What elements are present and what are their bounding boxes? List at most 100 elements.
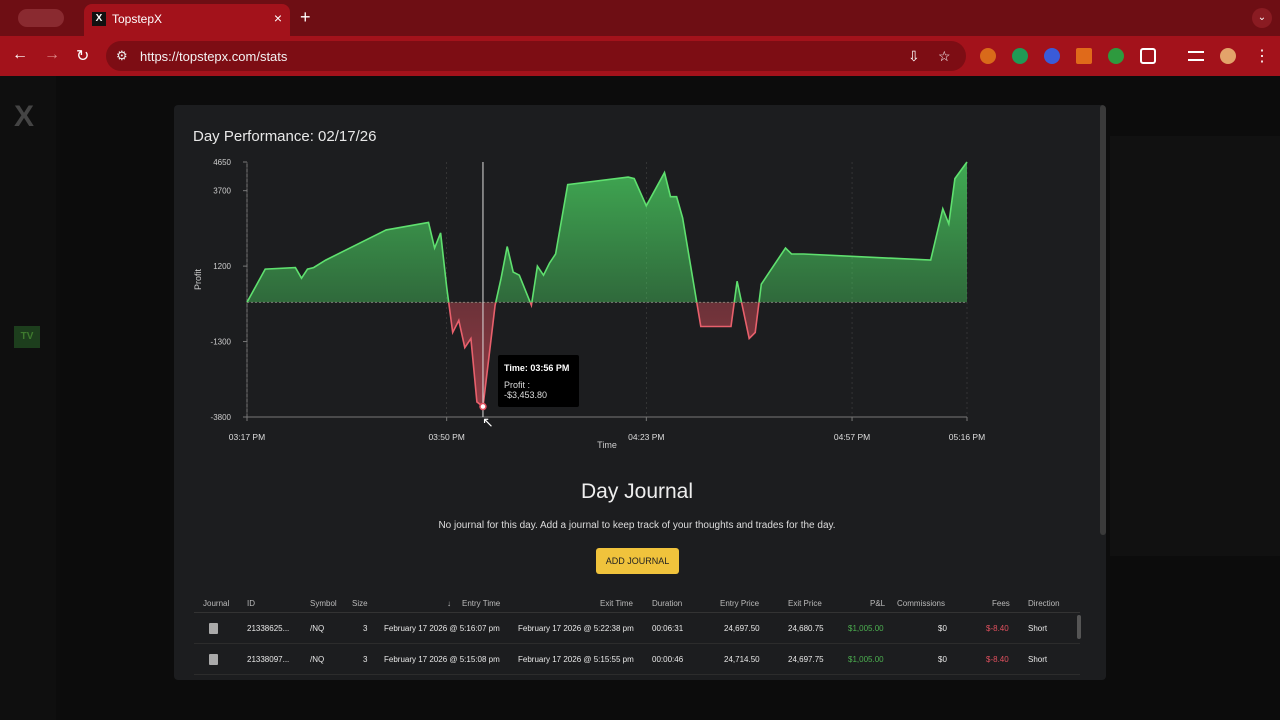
trades-table: Journal ID Symbol Size ↓ Entry Time Exit… (194, 595, 1080, 675)
trade-entry-time: February 17 2026 @ 5:16:07 pm (384, 624, 500, 633)
extension-sc-icon[interactable] (1076, 48, 1092, 64)
hover-point[interactable] (479, 402, 487, 411)
trade-entry-price: 24,714.50 (724, 655, 760, 664)
modal-scrollbar[interactable] (1100, 105, 1106, 535)
trade-exit-price: 24,697.75 (788, 655, 824, 664)
col-pnl[interactable]: P&L (870, 599, 886, 608)
col-symbol[interactable]: Symbol (310, 599, 337, 608)
topstepx-logo-icon: X (14, 100, 35, 133)
trade-direction: Short (1028, 624, 1048, 633)
site-info-icon[interactable]: ⚙ (116, 48, 128, 63)
url-text[interactable]: https://topstepx.com/stats (140, 49, 288, 64)
table-row[interactable]: 21338097... /NQ 3 February 17 2026 @ 5:1… (194, 644, 1080, 675)
col-duration[interactable]: Duration (652, 599, 683, 608)
col-fees[interactable]: Fees (992, 599, 1010, 608)
trade-direction: Short (1028, 655, 1048, 664)
reading-list-icon[interactable] (1188, 51, 1204, 61)
x-axis-title: Time (597, 440, 617, 450)
trade-size: 3 (363, 624, 368, 633)
trade-size: 3 (363, 655, 368, 664)
x-tick-label: 05:16 PM (949, 432, 985, 442)
journal-title: Day Journal (580, 480, 694, 503)
sort-arrow-icon[interactable]: ↓ (447, 599, 451, 608)
close-tab-icon[interactable]: × (273, 10, 282, 26)
table-header: Journal ID Symbol Size ↓ Entry Time Exit… (194, 595, 1080, 613)
y-axis-labels: 4650 3700 1200 -1300 -3800 (211, 158, 232, 422)
journal-doc-icon[interactable] (209, 654, 218, 665)
col-size[interactable]: Size (352, 599, 368, 608)
extension-fox-icon[interactable] (980, 48, 996, 64)
col-direction[interactable]: Direction (1028, 599, 1060, 608)
profit-line-positive (246, 161, 968, 303)
tooltip-profit: Profit : -$3,453.80 (504, 380, 548, 400)
profit-area-negative (448, 302, 760, 407)
browser-toolbar: ← → ↻ ⚙ https://topstepx.com/stats ⇩ ☆ ⋮ (0, 36, 1280, 76)
modal-title: Day Performance: 02/17/26 (193, 128, 377, 145)
forward-icon[interactable]: → (44, 46, 60, 63)
profit-area-positive (247, 162, 967, 303)
install-app-icon[interactable]: ⇩ (908, 48, 920, 64)
trade-entry-time: February 17 2026 @ 5:15:08 pm (384, 655, 500, 664)
col-exit-price[interactable]: Exit Price (788, 599, 822, 608)
y-tick-label: 4650 (213, 158, 231, 167)
trade-entry-price: 24,697.50 (724, 624, 760, 633)
trade-fees: $-8.40 (986, 655, 1009, 664)
browser-tab-bar: X TopstepX × + ⌄ (0, 0, 1280, 36)
table-row[interactable]: 21338625... /NQ 3 February 17 2026 @ 5:1… (194, 613, 1080, 644)
y-tick-label: 3700 (213, 187, 231, 196)
trade-symbol: /NQ (310, 624, 325, 633)
profile-avatar-icon[interactable] (1220, 48, 1236, 64)
trade-commissions: $0 (938, 624, 947, 633)
trade-pnl: $1,005.00 (848, 624, 884, 633)
tab-title: TopstepX (112, 12, 163, 26)
tab-group-pill[interactable] (18, 9, 64, 27)
journal-empty-text: No journal for this day. Add a journal t… (438, 520, 836, 531)
y-tick-label: -3800 (211, 413, 232, 422)
x-tick-label: 04:57 PM (834, 432, 870, 442)
col-exit-time[interactable]: Exit Time (600, 599, 633, 608)
new-tab-icon[interactable]: + (300, 7, 311, 27)
trade-duration: 00:06:31 (652, 624, 684, 633)
table-scrollbar[interactable] (1077, 615, 1081, 639)
extensions-puzzle-icon[interactable] (1140, 48, 1156, 64)
col-entry-time[interactable]: Entry Time (462, 599, 501, 608)
chart-grid (243, 161, 968, 421)
tradingview-icon[interactable]: TV (14, 326, 40, 348)
x-axis-labels: 03:17 PM 03:50 PM 04:23 PM 04:57 PM 05:16 PM (229, 432, 985, 442)
trade-pnl: $1,005.00 (848, 655, 884, 664)
journal-doc-icon[interactable] (209, 623, 218, 634)
add-journal-button[interactable]: ADD JOURNAL (596, 548, 679, 574)
browser-menu-icon[interactable]: ⋮ (1254, 48, 1270, 65)
mouse-pointer-icon: ↖ (482, 414, 494, 430)
col-entry-price[interactable]: Entry Price (720, 599, 760, 608)
trade-exit-price: 24,680.75 (788, 624, 824, 633)
bookmark-star-icon[interactable]: ☆ (938, 48, 951, 64)
trade-commissions: $0 (938, 655, 947, 664)
col-commissions[interactable]: Commissions (897, 599, 946, 608)
reload-icon[interactable]: ↻ (76, 48, 90, 65)
trade-id: 21338625... (247, 624, 290, 633)
browser-tab-active[interactable]: X TopstepX × (84, 4, 290, 36)
tab-search-icon[interactable]: ⌄ (1252, 8, 1272, 28)
y-axis-title: Profit (193, 269, 203, 291)
extension-zoom-icon[interactable] (1044, 48, 1060, 64)
topstepx-favicon-icon: X (92, 12, 106, 26)
trade-fees: $-8.40 (986, 624, 1009, 633)
back-icon[interactable]: ← (12, 46, 28, 63)
trade-exit-time: February 17 2026 @ 5:22:38 pm (518, 624, 634, 633)
address-bar[interactable]: ⚙ https://topstepx.com/stats ⇩ ☆ (106, 41, 966, 71)
trade-duration: 00:00:46 (652, 655, 684, 664)
col-journal[interactable]: Journal (203, 599, 230, 608)
x-tick-label: 04:23 PM (628, 432, 664, 442)
trade-id: 21338097... (247, 655, 290, 664)
day-performance-modal: Day Performance: 02/17/26 4650 3700 1200 -1… (174, 105, 1106, 680)
x-tick-label: 03:50 PM (428, 432, 464, 442)
y-tick-label: 1200 (213, 262, 231, 271)
x-tick-label: 03:17 PM (229, 432, 265, 442)
extension-grammarly-icon[interactable] (1012, 48, 1028, 64)
page-sidebar: X TV (0, 76, 56, 720)
col-id[interactable]: ID (247, 599, 255, 608)
page-right-panel (1110, 136, 1280, 556)
extension-green-icon[interactable] (1108, 48, 1124, 64)
